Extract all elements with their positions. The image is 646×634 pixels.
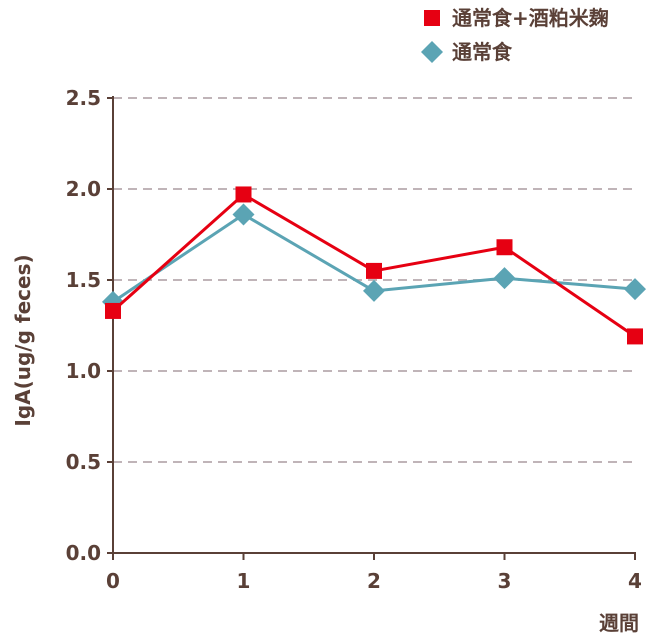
data-point-square xyxy=(105,302,121,319)
data-point-diamond xyxy=(493,267,516,290)
x-tick-labels: 0 1 2 3 4 xyxy=(106,553,642,593)
legend-marker-square xyxy=(424,10,440,26)
x-tick-label: 0 xyxy=(106,569,120,593)
y-tick-label: 0.0 xyxy=(66,541,101,565)
data-point-diamond xyxy=(363,279,385,302)
y-tick-label: 1.0 xyxy=(66,359,101,383)
data-point-diamond xyxy=(232,203,255,226)
grid-lines xyxy=(113,97,637,463)
y-tick-labels: 0.0 0.5 1.0 1.5 2.0 2.5 xyxy=(66,86,113,565)
x-tick-label: 1 xyxy=(237,569,251,593)
series-square xyxy=(105,186,643,345)
legend-marker-diamond xyxy=(421,41,443,63)
y-tick-label: 0.5 xyxy=(66,450,101,474)
y-tick-label: 2.0 xyxy=(66,177,101,201)
series-layer xyxy=(102,186,646,345)
data-point-square xyxy=(235,186,252,203)
data-point-square xyxy=(496,239,513,256)
x-tick-label: 4 xyxy=(628,569,642,593)
legend-label: 通常食+酒粕米麹 xyxy=(452,6,609,30)
y-axis-title: IgA(ug/g feces) xyxy=(11,254,35,426)
y-tick-label: 2.5 xyxy=(66,86,101,110)
x-tick-label: 3 xyxy=(498,569,512,593)
x-tick-label: 2 xyxy=(367,569,381,593)
series-diamond xyxy=(102,203,646,313)
y-tick-label: 1.5 xyxy=(66,268,101,292)
axes xyxy=(112,96,636,554)
data-point-diamond xyxy=(624,278,646,301)
legend-label: 通常食 xyxy=(452,40,513,64)
data-point-square xyxy=(366,262,382,279)
data-point-square xyxy=(627,328,643,345)
legend-item: 通常食 xyxy=(421,40,513,64)
legend-item: 通常食+酒粕米麹 xyxy=(424,6,609,30)
x-axis-title: 週間 xyxy=(599,611,639,634)
